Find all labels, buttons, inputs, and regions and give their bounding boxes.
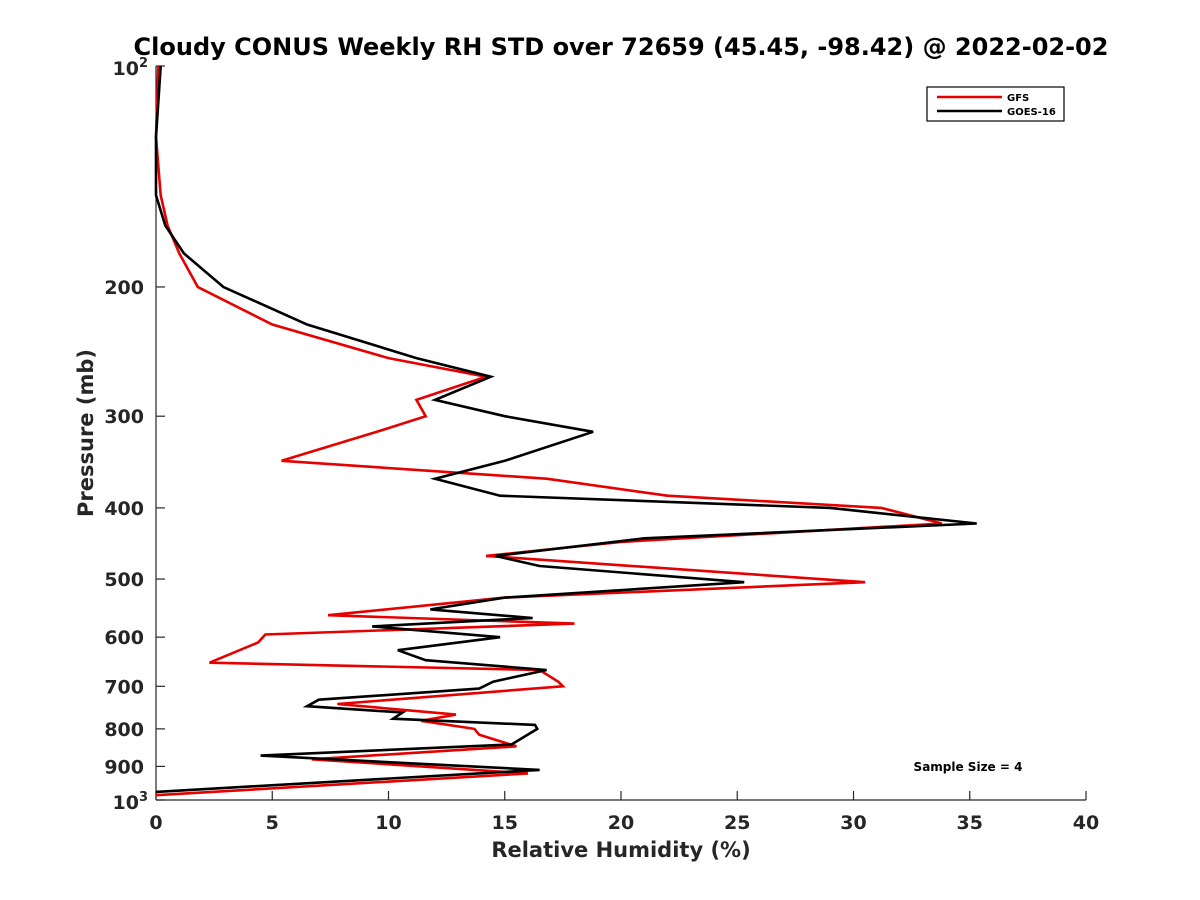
legend-box [926, 86, 1065, 122]
y-tick-label: 500 [104, 569, 144, 591]
y-tick-label: 600 [104, 627, 144, 649]
chart-title: Cloudy CONUS Weekly RH STD over 72659 (4… [134, 33, 1109, 61]
x-tick-label: 15 [492, 812, 518, 834]
x-tick-label: 25 [724, 812, 750, 834]
series-layer [154, 65, 977, 797]
y-tick-label: 700 [104, 676, 144, 698]
series-line-goes-16 [154, 65, 977, 794]
x-tick-label: 35 [957, 812, 983, 834]
x-tick-label: 20 [608, 812, 634, 834]
legend-label-goes-16: GOES-16 [1007, 107, 1056, 118]
y-axis-label: Pressure (mb) [74, 349, 98, 517]
x-axis-label: Relative Humidity (%) [491, 838, 750, 862]
y-tick-label: 200 [104, 277, 144, 299]
x-tick-label: 10 [375, 812, 401, 834]
y-tick-label: 103 [113, 790, 149, 814]
y-tick-label: 400 [104, 498, 144, 520]
x-tick-label: 0 [149, 812, 162, 834]
y-tick-label: 800 [104, 719, 144, 741]
sample-size-annotation: Sample Size = 4 [914, 760, 1023, 774]
x-tick-label: 40 [1073, 812, 1099, 834]
y-tick-label: 300 [104, 406, 144, 428]
x-tick-label: 5 [266, 812, 279, 834]
legend-label-gfs: GFS [1007, 93, 1029, 104]
plot-axes: 0 5 10 15 20 25 30 35 40 102 200 300 400 500 600 700 800… [104, 56, 1099, 834]
y-tick-label: 102 [113, 56, 149, 80]
legend: GFS GOES-16 [926, 86, 1065, 122]
y-tick-label: 900 [104, 756, 144, 778]
series-line-gfs [154, 65, 943, 797]
x-tick-label: 30 [840, 812, 866, 834]
